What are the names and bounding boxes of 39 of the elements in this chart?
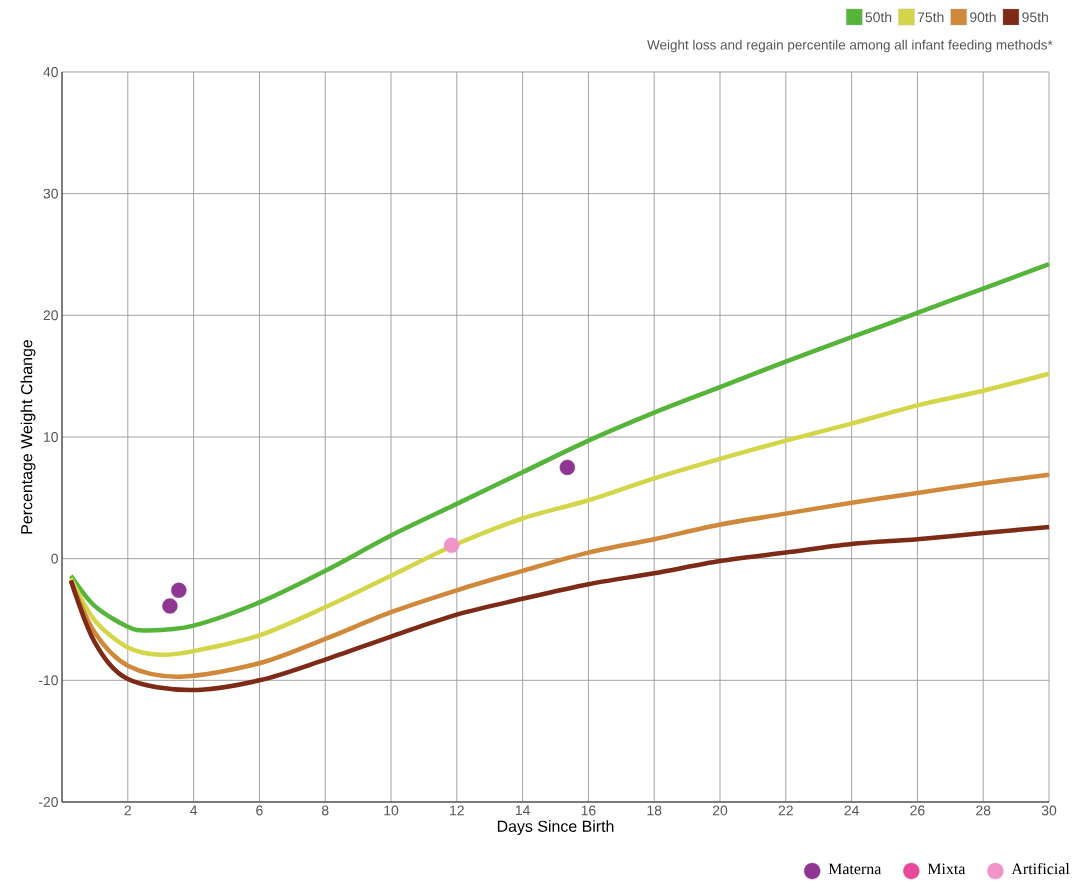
x-tick-label: 18 bbox=[647, 805, 662, 816]
line-series bbox=[68, 524, 1052, 693]
point bbox=[559, 459, 576, 476]
x-tick-label: 12 bbox=[450, 805, 464, 816]
x-tick-label: 26 bbox=[910, 805, 925, 816]
x-tick-label: 24 bbox=[844, 805, 859, 816]
y-tick-label: -20 bbox=[38, 797, 58, 807]
point bbox=[162, 598, 178, 614]
legend-label: Artificial bbox=[1011, 862, 1070, 875]
x-tick-label: 16 bbox=[581, 805, 596, 816]
y-tick-label: 20 bbox=[43, 310, 58, 321]
y-tick-label: 30 bbox=[43, 188, 58, 199]
y-tick-label: -10 bbox=[38, 675, 58, 686]
legend-label: Materna bbox=[828, 863, 882, 875]
legend-label: 95th bbox=[1022, 11, 1048, 23]
x-tick-label: 20 bbox=[712, 805, 728, 816]
x-tick-label: 30 bbox=[1041, 805, 1057, 816]
legend-label: Mixta bbox=[927, 863, 966, 875]
legend-label: 75th bbox=[917, 11, 944, 23]
line-series bbox=[68, 371, 1052, 658]
point bbox=[171, 582, 187, 598]
x-tick-label: 4 bbox=[190, 805, 198, 816]
x-tick-label: 14 bbox=[515, 805, 530, 816]
x-axis-title: Days Since Birth bbox=[497, 820, 614, 836]
x-tick-label: 6 bbox=[256, 805, 263, 816]
y-tick-label: 40 bbox=[43, 67, 58, 77]
x-tick-label: 2 bbox=[124, 805, 131, 816]
x-tick-label: 8 bbox=[321, 805, 329, 816]
x-tick-label: 28 bbox=[976, 805, 991, 816]
point bbox=[443, 537, 460, 553]
y-tick-label: 0 bbox=[51, 553, 58, 564]
y-axis-title: Percentage Weight Change bbox=[20, 339, 36, 534]
y-tick-label: 10 bbox=[44, 432, 58, 442]
text: Weight loss and regain percentile among all infant feeding methods* bbox=[647, 39, 1053, 53]
legend-label: 90th bbox=[970, 11, 996, 23]
legend-label: 50th bbox=[865, 11, 892, 23]
x-tick-label: 10 bbox=[384, 805, 399, 816]
line-series bbox=[68, 261, 1052, 633]
x-tick-label: 22 bbox=[778, 805, 793, 816]
